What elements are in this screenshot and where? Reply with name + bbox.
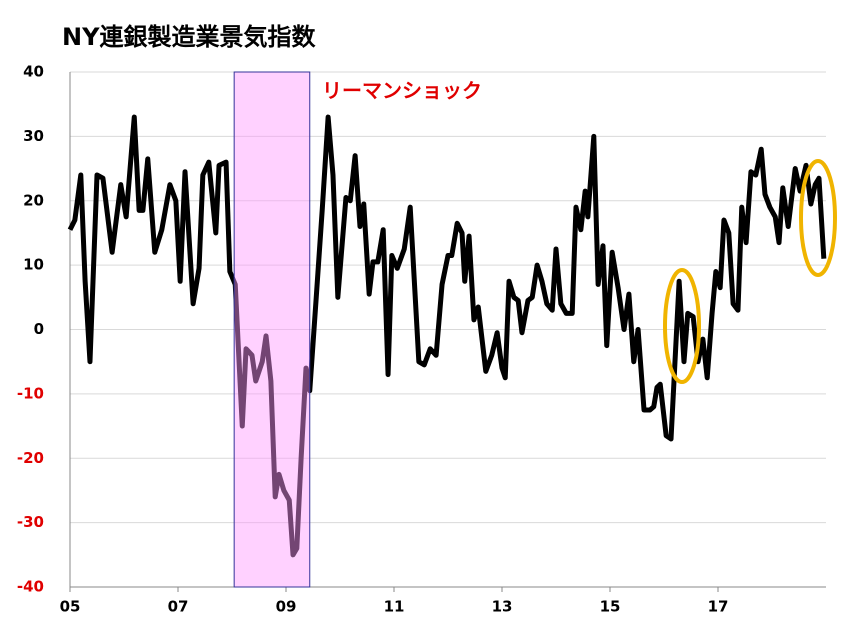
y-tick-label: -20: [17, 449, 44, 467]
y-tick-label: 30: [23, 127, 44, 145]
x-tick-label: 07: [168, 598, 189, 616]
x-tick-label: 17: [708, 598, 729, 616]
y-tick-label: -10: [17, 384, 44, 402]
highlight-ellipse: [799, 159, 837, 277]
y-tick-label: -30: [17, 513, 44, 531]
x-tick-label: 11: [384, 598, 405, 616]
y-tick-label: 0: [34, 320, 44, 338]
shaded-period: [233, 71, 311, 588]
x-tick-label: 15: [600, 598, 621, 616]
plot: -40 -30 -20 -10 0 10 20 30 40 05 07 09 11 13 15 17: [17, 63, 827, 616]
y-tick-label: 20: [23, 191, 44, 209]
x-tick-label: 09: [276, 598, 297, 616]
x-tick-label: 05: [60, 598, 81, 616]
data-line: [67, 114, 827, 558]
highlight-ellipse: [663, 268, 701, 384]
y-tick-label: 40: [23, 63, 44, 81]
y-tick-label: 10: [23, 256, 44, 274]
x-tick-label: 13: [492, 598, 513, 616]
y-tick-label: -40: [17, 578, 44, 596]
chart-title: NY連銀製造業景気指数: [62, 23, 316, 51]
annotation: リーマンショック: [322, 79, 482, 103]
